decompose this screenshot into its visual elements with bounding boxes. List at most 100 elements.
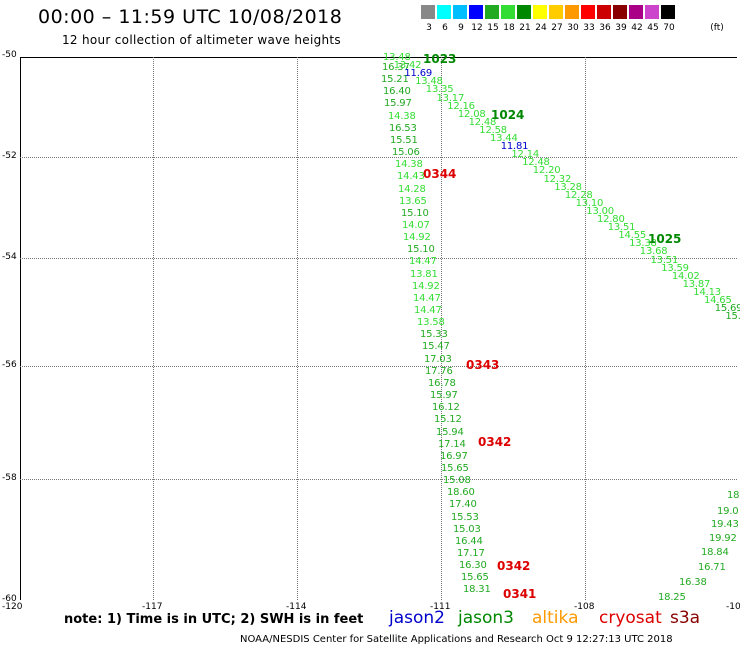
wave-height-value: 15.65 [441,462,469,474]
wave-height-value: 13.35 [425,84,454,96]
satellite-legend-item: s3a [670,608,701,628]
wave-height-value: 15.94 [436,426,464,438]
color-scale-unit: (ft) [710,23,724,33]
wave-height-value: 13.10 [575,197,604,209]
wave-height-value: 14.13 [693,286,721,298]
wave-height-value: 15.51 [390,134,418,146]
color-swatch [613,5,628,19]
latitude-gridline [20,258,737,259]
units-note: note: 1) Time is in UTC; 2) SWH is in fe… [64,612,364,627]
latitude-label: -60 [2,594,17,604]
wave-height-value: 13.48 [415,76,443,88]
wave-height-value: 15.21 [381,74,409,86]
satellite-legend-item: jason2 [389,608,445,628]
wave-height-value: 14.65 [704,295,732,306]
wave-height-value: 15.08 [443,475,471,487]
longitude-gridline [297,57,298,600]
pass-time-label: 0342 [497,559,531,573]
wave-height-value: 13.51 [650,254,679,266]
wave-height-value: 13.87 [682,278,711,290]
wave-height-value: 13.59 [661,262,689,274]
wave-height-value: 16.78 [428,377,456,389]
color-scale-label: 24 [535,23,547,33]
wave-height-value: 12.48 [522,157,550,169]
wave-height-value: 13.48 [383,52,411,63]
wave-height-value: 16.37 [382,62,410,73]
wave-height-value: 13.17 [436,92,465,104]
wave-height-value: 14.92 [412,280,440,292]
wave-height-value: 13.65 [399,195,427,207]
color-scale-label: 27 [551,23,563,33]
wave-height-value: 18.31 [463,584,491,596]
color-swatch [485,5,500,19]
latitude-label: -58 [2,473,17,483]
color-scale-label: 9 [458,23,464,33]
wave-height-value: 15.97 [430,390,458,402]
pass-time-label: 0344 [423,167,457,181]
wave-height-value: 13.42 [393,60,422,72]
wave-height-value: 11.69 [404,68,433,80]
wave-height-value: 12.32 [543,173,572,185]
wave-height-value: 15.33 [420,329,448,341]
wave-height-value: 15.03 [453,523,481,535]
wave-height-value: 13.51 [607,222,636,234]
satellite-legend-item: cryosat [599,608,662,628]
color-scale-label: 39 [615,23,627,33]
longitude-gridline [441,57,442,600]
color-scale-label: 6 [442,23,448,33]
wave-height-value: 12.48 [468,116,497,128]
longitude-gridline [585,57,586,600]
longitude-label: -111 [430,602,451,612]
wave-height-value: 13.28 [554,181,582,193]
wave-height-value: 14.47 [409,256,437,268]
color-scale-label: 45 [647,23,659,33]
color-scale-label: 15 [487,23,499,33]
color-swatch [421,5,436,19]
wave-height-value: 17.40 [449,499,477,511]
wave-height-value: 12.58 [479,124,507,136]
wave-height-value: 18. [727,490,740,501]
wave-height-value: 19.43 [711,519,739,530]
map-frame [20,57,737,600]
color-swatch [645,5,660,19]
pass-time-label: 1025 [648,232,682,246]
color-scale-label: 42 [631,23,643,33]
wave-height-value: 12.16 [447,100,475,112]
wave-height-value: 13.58 [417,317,445,329]
longitude-label: -120 [2,602,23,612]
wave-height-value: 13.68 [639,246,668,258]
wave-height-value: 17.14 [438,438,466,450]
satellite-legend-item: altika [532,608,579,628]
wave-height-value: 16.71 [698,562,726,573]
wave-height-value: 15.53 [451,511,479,523]
pass-time-label: 1024 [491,108,525,122]
color-swatch [453,5,468,19]
wave-height-value: 12.08 [457,108,486,120]
longitude-label: -108 [574,602,595,612]
wave-height-value: 17.17 [457,548,485,559]
wave-height-value: 14.02 [671,270,700,282]
color-swatch [517,5,532,19]
pass-time-label: 0341 [503,587,537,601]
wave-height-value: 13.44 [490,133,518,144]
color-swatch [469,5,484,19]
color-scale-label: 36 [599,23,611,33]
wave-height-value: 15.97 [384,98,412,110]
satellite-legend-item: jason3 [458,608,514,628]
color-scale-label: 30 [567,23,579,33]
color-swatch [437,5,452,19]
wave-height-value: 16.53 [389,122,417,134]
color-swatch [549,5,564,19]
longitude-label: -117 [142,602,163,612]
color-scale-label: 18 [503,23,515,33]
wave-height-value: 14.28 [398,183,426,195]
wave-height-value: 16.38 [679,577,707,588]
wave-height-value: 14.47 [413,292,441,304]
wave-height-value: 12.14 [511,149,540,161]
pass-time-label: 0342 [478,435,512,449]
color-scale-label: 3 [426,23,432,33]
color-swatch [597,5,612,19]
color-scale-label: 12 [471,23,483,33]
wave-height-value: 13.81 [410,268,438,280]
longitude-label: -10 [726,602,740,612]
